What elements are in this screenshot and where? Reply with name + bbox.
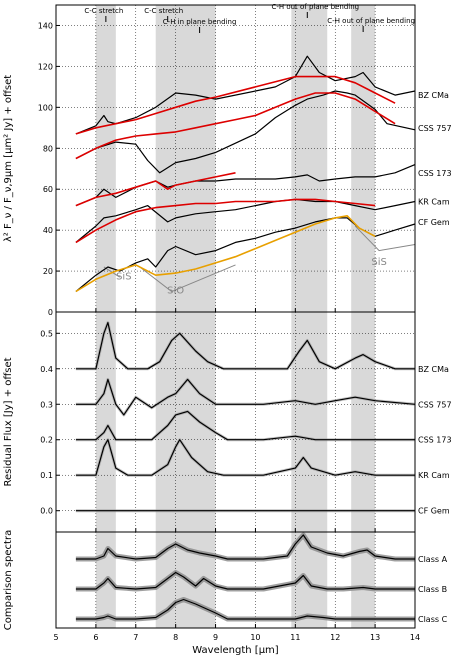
xtick-label-5: 10 bbox=[250, 633, 260, 642]
panel-frames-layer bbox=[55, 4, 416, 629]
source-label-1-1: CSS 757 bbox=[418, 400, 452, 409]
xtick-label-6: 11 bbox=[290, 633, 300, 642]
xtick-label-2: 7 bbox=[133, 633, 138, 642]
xtick-label-0: 5 bbox=[53, 633, 58, 642]
series-line-bz-cma bbox=[75, 55, 416, 135]
series-line-class-a bbox=[75, 534, 415, 560]
ylabel-2: Comparison spectra bbox=[3, 530, 14, 630]
series-line-cf-gem-fit bbox=[75, 215, 376, 293]
series-line-css-757-fit bbox=[75, 92, 396, 160]
source-label-2-0: Class A bbox=[418, 555, 448, 564]
source-label-1-4: CF Gem bbox=[418, 507, 450, 516]
source-label-1-2: CSS 173 bbox=[418, 436, 452, 445]
ytick-label-1-3: 0.3 bbox=[40, 400, 53, 409]
annotation-0: C-C stretch bbox=[84, 7, 123, 15]
ytick-label-0-2: 40 bbox=[43, 226, 53, 235]
xtick-label-3: 8 bbox=[173, 633, 178, 642]
sis-guide-2 bbox=[354, 225, 416, 252]
source-label-0-0: BZ CMa bbox=[418, 91, 449, 100]
source-label-2-1: Class B bbox=[418, 585, 447, 594]
ytick-label-0-4: 80 bbox=[43, 144, 53, 153]
xtick-label-4: 9 bbox=[213, 633, 218, 642]
source-label-2-2: Class C bbox=[418, 615, 448, 624]
series-line-class-b bbox=[75, 571, 415, 590]
source-label-1-0: BZ CMa bbox=[418, 365, 449, 374]
ytick-label-1-2: 0.2 bbox=[40, 436, 53, 445]
ytick-label-0-6: 120 bbox=[38, 62, 53, 71]
panel-frame-2 bbox=[55, 531, 416, 629]
series-line-bz-cma-fit bbox=[75, 75, 396, 135]
series-line-css-173-fit bbox=[75, 172, 236, 207]
series-layer bbox=[75, 55, 416, 622]
series-line-bz-cma bbox=[75, 322, 415, 370]
ytick-label-1-5: 0.5 bbox=[40, 329, 53, 338]
shaded-band-1 bbox=[155, 5, 216, 628]
annotation-1: C-C stretch bbox=[144, 7, 183, 15]
series-line-css-173 bbox=[75, 164, 416, 207]
ytick-label-0-3: 60 bbox=[43, 185, 53, 194]
ytick-label-0-7: 140 bbox=[38, 21, 53, 30]
series-line-css-173 bbox=[75, 410, 415, 441]
shaded-band-0 bbox=[95, 5, 116, 628]
shaded-band-2 bbox=[291, 5, 328, 628]
annotation-2: C-H in plane bending bbox=[163, 18, 237, 26]
source-label-0-4: CF Gem bbox=[418, 218, 450, 227]
annotation-3: C-H out of plane bending bbox=[271, 3, 359, 11]
xtick-label-7: 12 bbox=[330, 633, 340, 642]
ytick-label-1-0: 0.0 bbox=[40, 507, 53, 516]
ticks-layer bbox=[55, 24, 416, 628]
xlabel: Wavelength [μm] bbox=[192, 645, 279, 656]
sis-label-2: SiS bbox=[371, 257, 386, 268]
xtick-label-1: 6 bbox=[93, 633, 98, 642]
sis-label-0: SiS bbox=[116, 271, 131, 282]
ytick-label-0-1: 20 bbox=[43, 267, 53, 276]
source-label-0-1: CSS 757 bbox=[418, 124, 452, 133]
annotation-4: C-H out of plane bending bbox=[327, 17, 415, 25]
series-line-kr-cam-fit bbox=[75, 198, 376, 244]
series-line-css-757 bbox=[75, 378, 416, 416]
series-line-kr-cam bbox=[75, 439, 415, 476]
xtick-label-9: 14 bbox=[410, 633, 420, 642]
ytick-label-0-5: 100 bbox=[38, 103, 53, 112]
source-label-0-2: CSS 173 bbox=[418, 169, 452, 178]
ytick-label-0-0: 0 bbox=[48, 308, 53, 317]
ylabel-0: λ² F_ν / F_ν,9μm [μm² Jy] + offset bbox=[3, 75, 14, 242]
source-label-0-3: KR Cam bbox=[418, 197, 450, 206]
sis-label-1: SiO bbox=[167, 286, 184, 297]
sis-guide-1 bbox=[139, 264, 236, 293]
series-line-kr-cam bbox=[75, 198, 416, 243]
ylabel-1: Residual Flux [Jy] + offset bbox=[3, 357, 14, 486]
text-layer: BZ CMa CSS 757 CSS 173 KR Cam CF Gem BZ CMa CS… bbox=[3, 3, 452, 656]
ytick-label-1-1: 0.1 bbox=[40, 471, 53, 480]
series-line-class-c bbox=[75, 598, 415, 620]
ytick-label-1-4: 0.4 bbox=[40, 365, 53, 374]
series-line-css-757 bbox=[75, 90, 416, 174]
source-label-1-3: KR Cam bbox=[418, 471, 450, 480]
shaded-bands-layer bbox=[95, 5, 376, 628]
xtick-label-8: 13 bbox=[370, 633, 380, 642]
